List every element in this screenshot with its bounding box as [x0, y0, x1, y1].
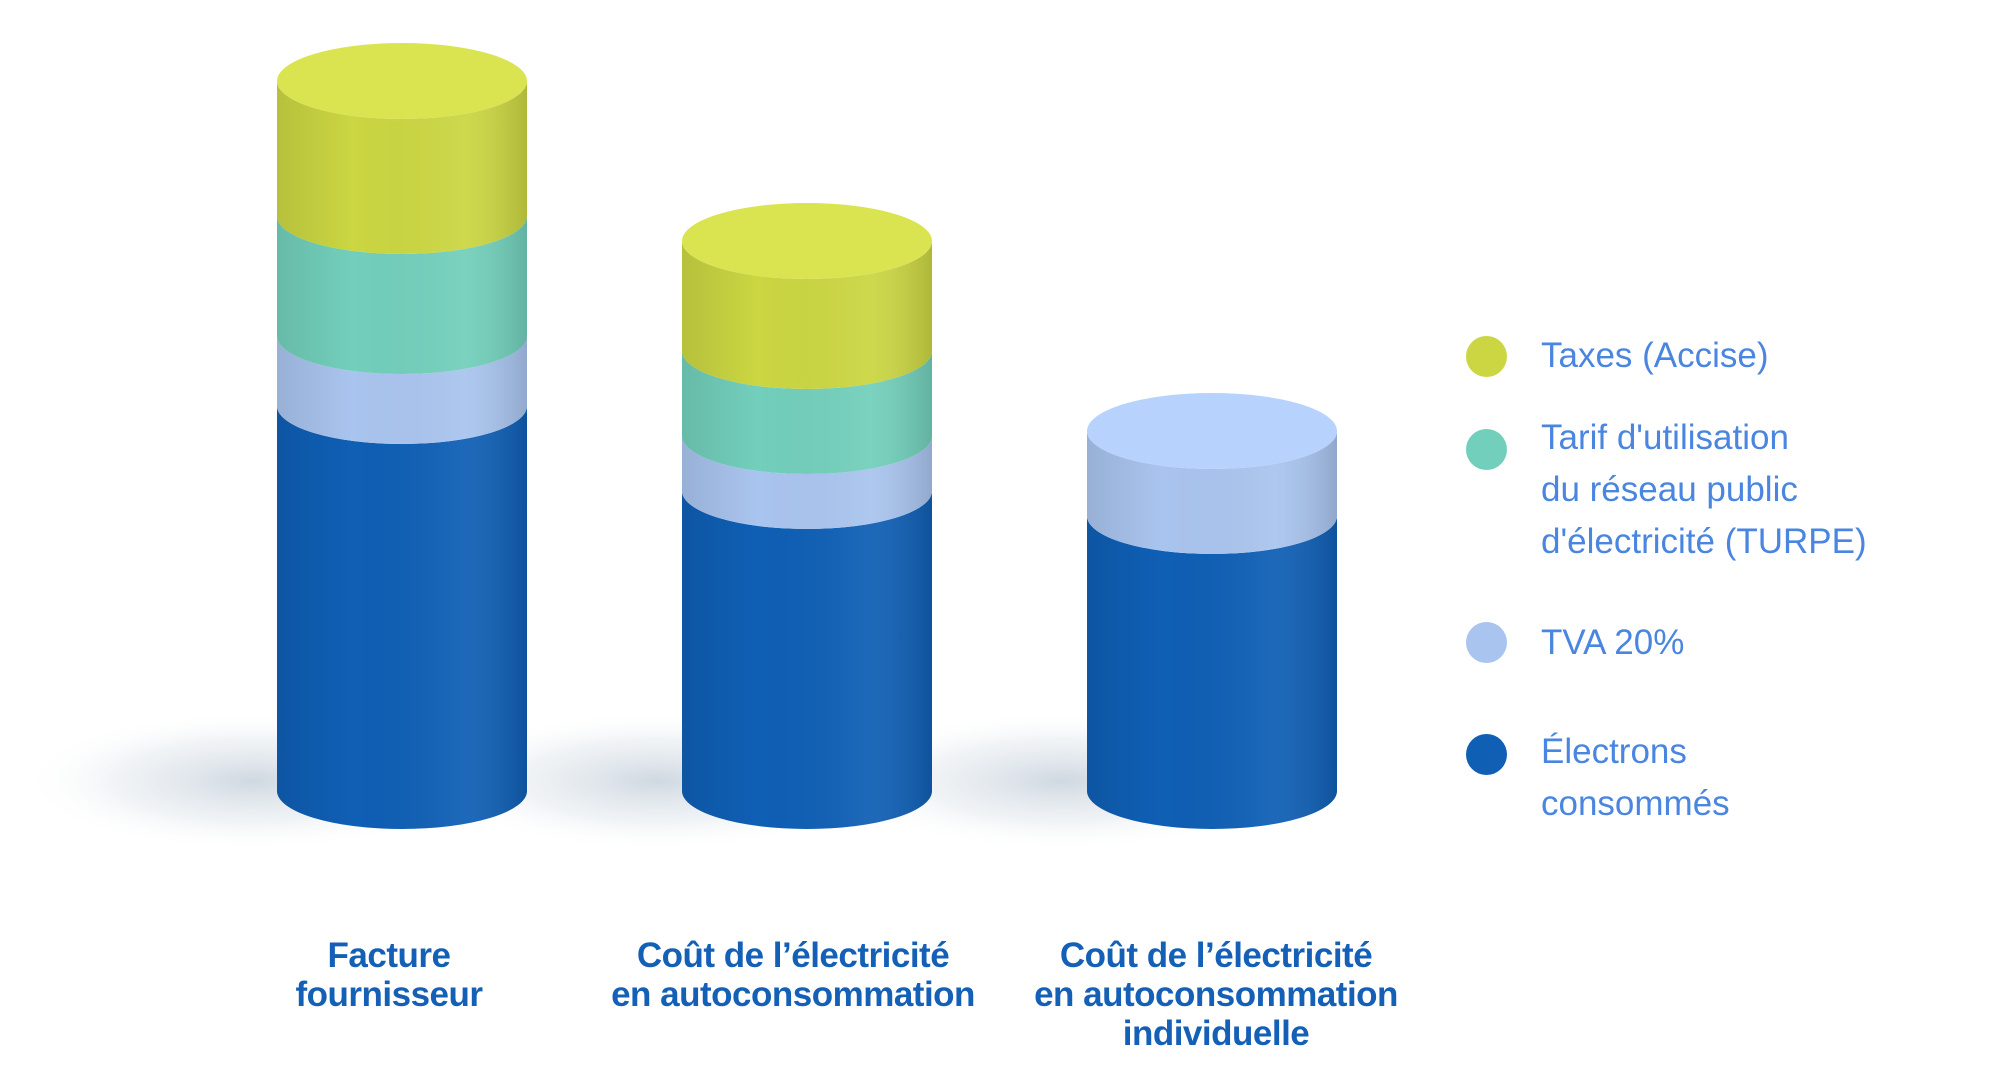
cylinder-segment-1-0	[682, 491, 932, 829]
cylinder-bar-1	[682, 203, 932, 829]
cylinder-segment-0-2	[277, 216, 527, 374]
cylinder-top-cap-0	[277, 43, 527, 119]
category-label-autoconsommation-individuelle: Coût de l’électricité en autoconsommatio…	[1034, 936, 1398, 1053]
cylinder-side-shade-2-0	[1087, 516, 1337, 829]
cylinder-side-shade-0-3	[277, 81, 527, 254]
cylinder-segment-2-0	[1087, 516, 1337, 829]
cylinder-side-shade-1-1	[682, 436, 932, 529]
cylinder-segment-0-3	[277, 81, 527, 254]
cylinder-segment-0-0	[277, 406, 527, 829]
cylinder-side-shade-2-1	[1087, 431, 1337, 554]
legend-label-electrons: Électrons consommés	[1541, 732, 1730, 823]
legend-label-turpe: Tarif d'utilisation du réseau public d'é…	[1541, 418, 1867, 561]
legend-label-taxes: Taxes (Accise)	[1541, 336, 1769, 375]
category-label-facture-fournisseur: Facture fournisseur	[295, 936, 483, 1014]
cylinder-top-cap-2	[1087, 393, 1337, 469]
legend-dot-turpe	[1466, 429, 1507, 470]
cylinder-segment-1-1	[682, 436, 932, 529]
category-label-autoconsommation: Coût de l’électricité en autoconsommatio…	[611, 936, 975, 1014]
cylinder-segment-0-1	[277, 336, 527, 444]
cylinder-side-shade-0-1	[277, 336, 527, 444]
legend-label-tva: TVA 20%	[1541, 623, 1685, 662]
cylinder-side-shade-1-0	[682, 491, 932, 829]
cylinder-bar-2	[1087, 393, 1337, 829]
legend-dot-taxes	[1466, 336, 1507, 377]
cylinder-side-shade-0-2	[277, 216, 527, 374]
legend-dot-electrons	[1466, 734, 1507, 775]
cylinder-bar-0	[277, 43, 527, 829]
cylinder-segment-2-1	[1087, 431, 1337, 554]
legend-dot-tva	[1466, 622, 1507, 663]
cylinder-side-shade-1-2	[682, 351, 932, 474]
cylinder-top-cap-1	[682, 203, 932, 279]
cylinder-side-shade-0-0	[277, 406, 527, 829]
cylinder-segment-1-3	[682, 241, 932, 389]
cylinder-bars	[277, 43, 1337, 829]
cylinder-side-shade-1-3	[682, 241, 932, 389]
cylinder-segment-1-2	[682, 351, 932, 474]
